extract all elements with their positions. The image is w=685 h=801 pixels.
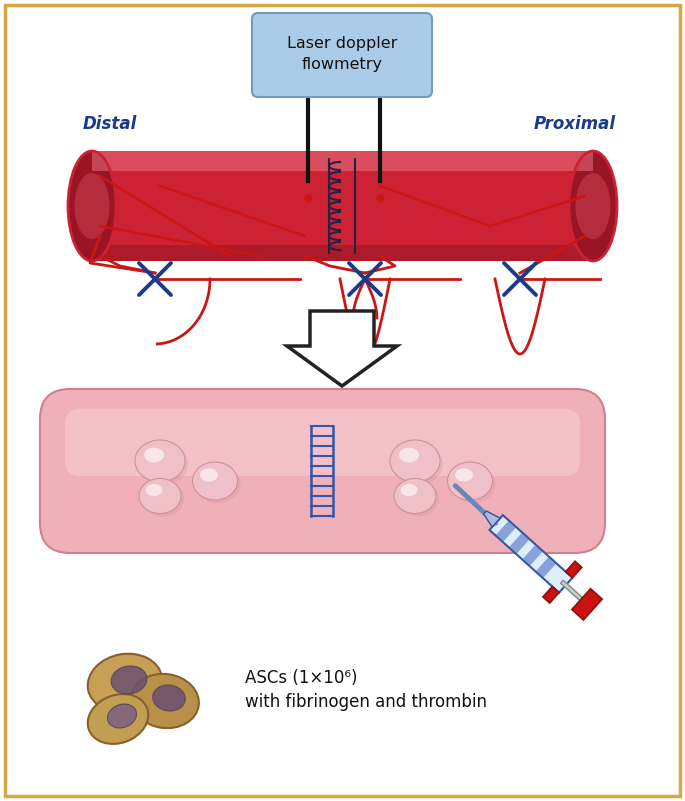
Polygon shape	[484, 511, 500, 527]
FancyBboxPatch shape	[92, 151, 593, 261]
Polygon shape	[496, 521, 516, 541]
Ellipse shape	[451, 465, 495, 503]
Ellipse shape	[88, 654, 162, 712]
Ellipse shape	[135, 440, 185, 482]
Ellipse shape	[397, 481, 439, 517]
Ellipse shape	[569, 151, 617, 261]
Ellipse shape	[393, 443, 443, 485]
Polygon shape	[572, 589, 602, 620]
Text: Distal: Distal	[83, 115, 137, 133]
FancyBboxPatch shape	[40, 389, 605, 553]
Ellipse shape	[575, 173, 610, 239]
Ellipse shape	[455, 469, 473, 481]
Text: Laser doppler
flowmetry: Laser doppler flowmetry	[287, 36, 397, 72]
Ellipse shape	[138, 443, 188, 485]
Ellipse shape	[153, 685, 185, 711]
Text: Proximal: Proximal	[534, 115, 616, 133]
FancyBboxPatch shape	[92, 151, 593, 171]
Ellipse shape	[142, 481, 184, 517]
Ellipse shape	[394, 478, 436, 513]
Ellipse shape	[447, 462, 493, 500]
Polygon shape	[510, 533, 529, 553]
Ellipse shape	[192, 462, 238, 500]
Text: ASCs (1×10⁶): ASCs (1×10⁶)	[245, 669, 358, 687]
Polygon shape	[287, 311, 397, 386]
Ellipse shape	[111, 666, 147, 694]
Ellipse shape	[144, 448, 164, 462]
Ellipse shape	[399, 448, 419, 462]
Polygon shape	[536, 557, 556, 578]
Ellipse shape	[139, 478, 181, 513]
Ellipse shape	[146, 484, 162, 496]
Ellipse shape	[108, 704, 136, 728]
Ellipse shape	[68, 151, 116, 261]
Ellipse shape	[131, 674, 199, 728]
Polygon shape	[566, 562, 582, 578]
Ellipse shape	[390, 440, 440, 482]
Polygon shape	[523, 545, 543, 566]
Polygon shape	[543, 586, 559, 603]
Text: with fibrinogen and thrombin: with fibrinogen and thrombin	[245, 693, 487, 711]
Polygon shape	[560, 580, 589, 606]
FancyBboxPatch shape	[65, 409, 580, 476]
Ellipse shape	[75, 173, 110, 239]
Ellipse shape	[88, 694, 148, 744]
Polygon shape	[490, 515, 573, 593]
Ellipse shape	[401, 484, 417, 496]
FancyBboxPatch shape	[92, 245, 593, 261]
Ellipse shape	[200, 469, 218, 481]
FancyBboxPatch shape	[252, 13, 432, 97]
Ellipse shape	[195, 465, 240, 503]
